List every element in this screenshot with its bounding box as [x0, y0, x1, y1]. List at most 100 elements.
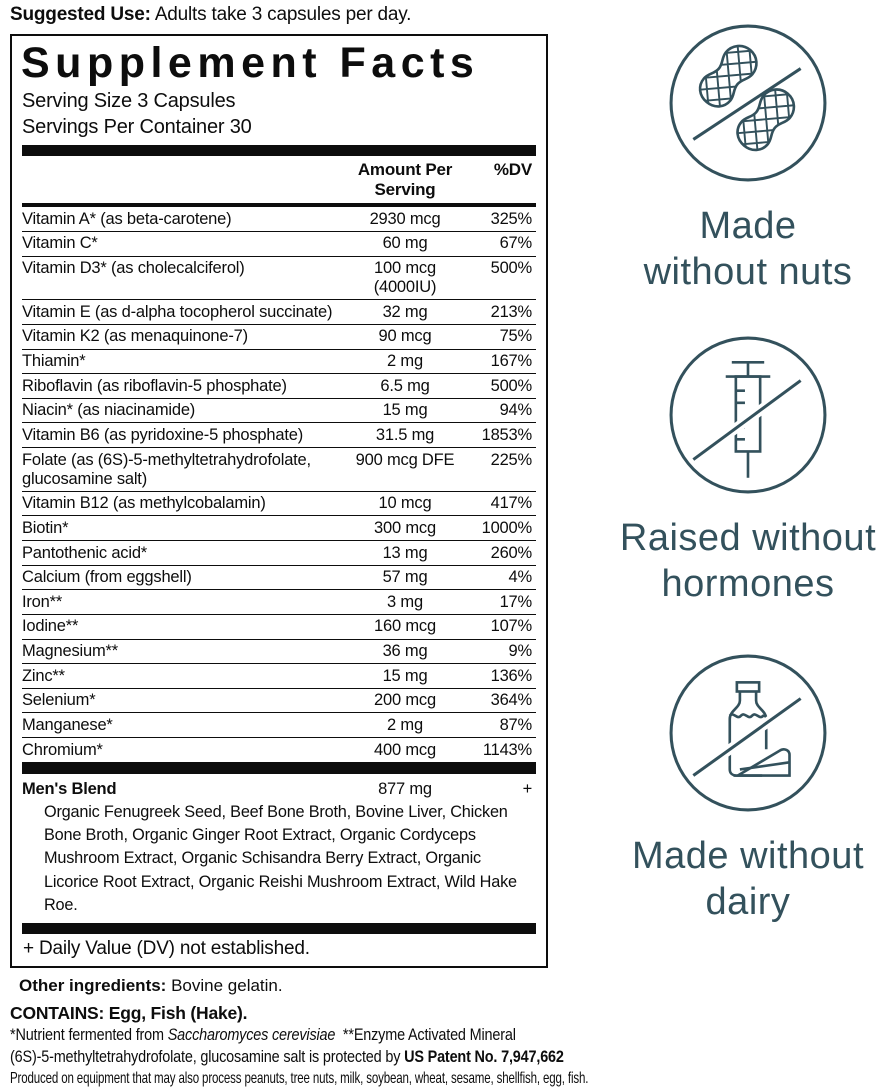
row-dv: 167%	[490, 352, 533, 371]
row-name: Manganese*	[22, 715, 113, 734]
row-amount: 300 mcg	[374, 518, 436, 537]
table-row: Manganese* 2 mg 87%	[22, 713, 536, 739]
row-amount: 36 mg	[382, 642, 428, 661]
table-row: Vitamin A* (as beta-carotene) 2930 mcg 325…	[22, 207, 536, 232]
blend-name: Men's Blend	[22, 779, 117, 798]
badge-no-nuts: Made without nuts	[616, 22, 880, 295]
row-name: Selenium*	[22, 691, 96, 710]
row-name: Pantothenic acid*	[22, 543, 148, 562]
badge-caption-line1: Made without	[631, 835, 864, 877]
row-amount: 2 mg	[387, 352, 423, 371]
table-row: Iodine** 160 mcg 107%	[22, 615, 536, 640]
table-row: Biotin* 300 mcg 1000%	[22, 516, 536, 542]
badge-no-hormones: Raised without hormones	[616, 334, 880, 607]
nutrient-table: Vitamin A* (as beta-carotene) 2930 mcg 325…	[22, 207, 536, 763]
row-name: Iron**	[22, 592, 63, 611]
slash-line	[692, 67, 802, 141]
table-header: Amount Per Serving %DV	[22, 156, 536, 208]
badge-caption: Made without nuts	[644, 204, 853, 295]
footnote-nutrient-line: *Nutrient fermented from Saccharomyces c…	[10, 1024, 516, 1046]
row-dv: 364%	[490, 691, 533, 710]
table-row: Vitamin E (as d-alpha tocopherol succina…	[22, 300, 536, 325]
row-dv: 107%	[490, 617, 533, 636]
panel-title: Supplement Facts	[21, 39, 480, 87]
suggested-use-label: Suggested Use:	[10, 4, 151, 25]
row-amount: 13 mg	[382, 543, 428, 562]
table-row: Thiamin* 2 mg 167%	[22, 350, 536, 375]
slash-line	[692, 697, 802, 777]
row-amount: 57 mg	[382, 568, 428, 587]
row-dv: 417%	[490, 494, 533, 513]
row-dv: 67%	[499, 234, 533, 253]
row-amount: 2 mg	[387, 715, 423, 734]
row-dv: 94%	[499, 401, 533, 420]
other-ingredients-text: Bovine gelatin.	[166, 976, 283, 996]
row-amount: 900 mcg DFE	[355, 450, 455, 469]
footnote-patent-line: (6S)-5-methyltetrahydrofolate, glucosami…	[10, 1046, 564, 1068]
table-row: Folate (as (6S)-5-methyltetrahydrofolate…	[22, 448, 536, 492]
row-amount: 31.5 mg	[375, 425, 435, 444]
divider-bar	[22, 923, 536, 935]
row-dv: 500%	[490, 259, 533, 278]
row-dv: 213%	[490, 302, 533, 321]
other-ingredients-line: Other ingredients: Bovine gelatin.	[19, 976, 568, 996]
table-row: Vitamin D3* (as cholecalciferol) 100 mcg …	[22, 257, 536, 301]
row-name: Thiamin*	[22, 352, 86, 371]
row-amount: 32 mg	[382, 302, 428, 321]
header-amount: Amount Per Serving	[357, 160, 453, 200]
row-dv: 9%	[508, 642, 533, 661]
footnote-species: Saccharomyces cerevisiae	[167, 1025, 336, 1045]
row-amount: 6.5 mg	[380, 376, 430, 395]
blend-row: Men's Blend 877 mg +	[22, 774, 536, 800]
table-row: Vitamin B12 (as methylcobalamin) 10 mcg 41…	[22, 492, 536, 517]
no-nuts-icon	[669, 24, 827, 182]
row-dv: 500%	[490, 376, 533, 395]
blend-ingredients: Organic Fenugreek Seed, Beef Bone Broth,…	[44, 802, 517, 914]
row-dv: 325%	[490, 209, 533, 228]
label-footer: Other ingredients: Bovine gelatin. CONTA…	[10, 976, 589, 1088]
footnote-suffix: **Enzyme Activated Mineral	[335, 1025, 516, 1045]
no-dairy-icon	[669, 654, 827, 812]
row-amount: 100 mcg (4000IU)	[373, 259, 437, 297]
row-name: Biotin*	[22, 518, 69, 537]
row-name: Niacin* (as niacinamide)	[22, 401, 196, 420]
row-name: Calcium (from eggshell)	[22, 568, 192, 587]
badge-caption: Made without dairy	[632, 834, 864, 925]
table-row: Zinc** 15 mg 136%	[22, 664, 536, 689]
serving-size: Serving Size 3 Capsules	[22, 90, 236, 113]
row-dv: 1143%	[482, 740, 532, 759]
other-ingredients-label: Other ingredients:	[19, 976, 167, 996]
patent-prefix: (6S)-5-methyltetrahydrofolate, glucosami…	[10, 1047, 405, 1067]
row-dv: 260%	[490, 543, 533, 562]
row-name: Folate (as (6S)-5-methyltetrahydrofolate…	[22, 450, 311, 488]
supplement-label-column: Suggested Use: Adults take 3 capsules pe…	[8, 2, 589, 1088]
divider-bar	[22, 762, 536, 774]
allergen-line: Produced on equipment that may also proc…	[10, 1069, 589, 1087]
row-name: Vitamin D3* (as cholecalciferol)	[22, 259, 245, 278]
table-row: Chromium* 400 mcg 1143%	[22, 738, 536, 763]
row-dv: 75%	[499, 327, 533, 346]
contains-line: CONTAINS: Egg, Fish (Hake).	[10, 1003, 248, 1024]
table-row: Vitamin K2 (as menaquinone-7) 90 mcg 75%	[22, 325, 536, 350]
row-dv: 1000%	[481, 518, 533, 537]
row-name: Zinc**	[22, 666, 65, 685]
row-amount: 2930 mcg	[369, 209, 441, 228]
row-name: Vitamin E (as d-alpha tocopherol succina…	[22, 302, 333, 321]
row-amount: 200 mcg	[374, 691, 436, 710]
slash-line	[692, 379, 802, 461]
badge-caption: Raised without hormones	[620, 516, 876, 607]
row-dv: 4%	[508, 568, 533, 587]
row-name: Magnesium**	[22, 642, 118, 661]
dv-note: + Daily Value (DV) not established.	[23, 938, 310, 960]
suggested-use-text: Adults take 3 capsules per day.	[150, 4, 412, 25]
table-row: Selenium* 200 mcg 364%	[22, 689, 536, 714]
row-amount: 15 mg	[382, 666, 428, 685]
no-hormones-icon	[669, 336, 827, 494]
row-amount: 400 mcg	[374, 740, 436, 759]
table-row: Niacin* (as niacinamide) 15 mg 94%	[22, 399, 536, 424]
table-row: Pantothenic acid* 13 mg 260%	[22, 541, 536, 566]
row-amount: 60 mg	[382, 234, 428, 253]
blend-dv: +	[522, 779, 533, 798]
row-amount: 3 mg	[387, 592, 423, 611]
badge-caption-line1: Raised without	[619, 517, 877, 559]
